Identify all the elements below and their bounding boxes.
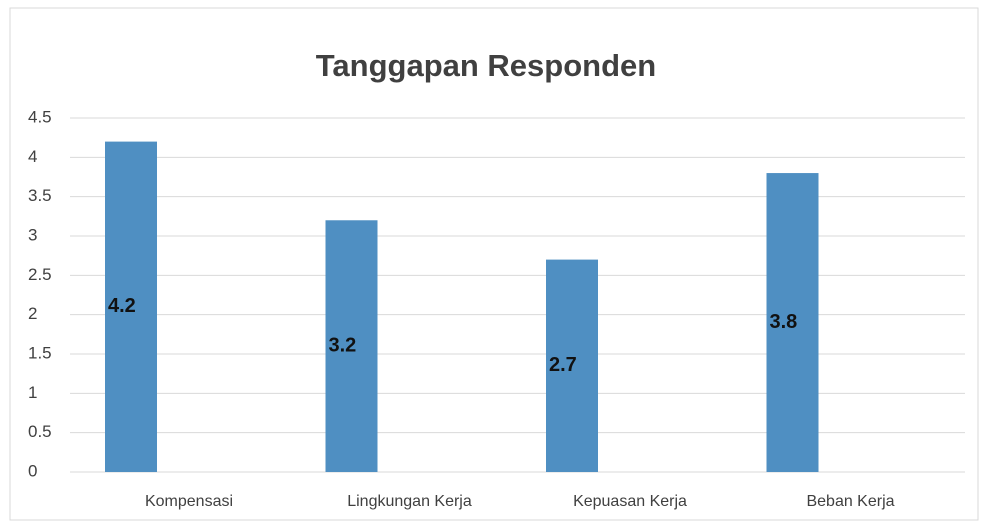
y-tick-label: 3.5 [28, 186, 52, 205]
y-tick-label: 3 [28, 225, 37, 244]
bar [105, 141, 157, 472]
data-label: 3.2 [329, 334, 357, 356]
y-tick-label: 1 [28, 383, 37, 402]
y-tick-label: 0.5 [28, 422, 52, 441]
x-tick-label: Lingkungan Kerja [347, 493, 472, 510]
bar [325, 220, 378, 472]
data-label: 3.8 [770, 311, 798, 333]
y-tick-label: 4 [28, 147, 37, 166]
y-tick-label: 4.5 [28, 107, 52, 126]
y-tick-label: 0 [28, 461, 37, 480]
y-tick-label: 1.5 [28, 343, 52, 362]
y-tick-label: 2 [28, 304, 37, 323]
x-tick-label: Beban Kerja [806, 493, 894, 510]
x-tick-label: Kompensasi [145, 493, 233, 510]
data-label: 4.2 [108, 295, 136, 317]
bar [546, 259, 598, 472]
y-tick-label: 2.5 [28, 265, 52, 284]
chart-frame [9, 7, 979, 521]
data-label: 2.7 [549, 354, 577, 376]
x-tick-label: Kepuasan Kerja [573, 493, 687, 510]
bar [766, 173, 819, 473]
chart-title: Tanggapan Responden [316, 48, 656, 83]
